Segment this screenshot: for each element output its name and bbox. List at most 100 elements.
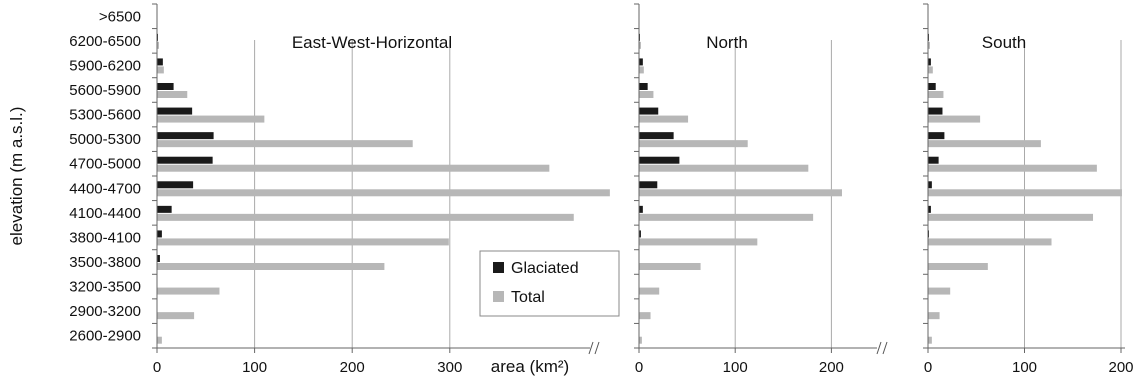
- bar-total: [639, 189, 842, 197]
- bar-total: [928, 115, 981, 123]
- bar-total: [639, 115, 689, 123]
- bar-total: [157, 140, 413, 148]
- legend-box: [479, 250, 620, 317]
- x-tick-label: 200: [1108, 359, 1133, 376]
- bar-total: [639, 164, 809, 172]
- bar-glaciated: [639, 83, 648, 90]
- category-label: 6200-6500: [69, 33, 141, 50]
- bar-total: [928, 164, 1097, 172]
- bar-glaciated: [928, 181, 932, 189]
- category-label: 5600-5900: [69, 82, 141, 99]
- bar-total: [639, 41, 641, 49]
- bar-total: [639, 312, 651, 320]
- bar-glaciated: [157, 58, 163, 66]
- x-tick-label: 100: [242, 359, 267, 376]
- bar-total: [157, 164, 550, 172]
- bar-glaciated: [928, 58, 931, 66]
- bar-total: [928, 66, 933, 74]
- category-label: 5000-5300: [69, 131, 141, 148]
- x-axis-title: area (km²): [491, 357, 569, 376]
- x-tick-label: 200: [819, 359, 844, 376]
- bar-glaciated: [639, 230, 641, 238]
- bar-total: [928, 140, 1041, 148]
- panel-title: South: [982, 33, 1026, 52]
- bar-total: [639, 91, 654, 98]
- legend-swatch-total: [493, 291, 504, 302]
- bar-total: [639, 66, 644, 74]
- bar-total: [157, 336, 162, 344]
- bar-total: [928, 238, 1052, 246]
- category-label: 2600-2900: [69, 328, 141, 345]
- legend-label-total: Total: [511, 289, 545, 306]
- bar-total: [928, 189, 1122, 197]
- axis-break-mark: [588, 341, 594, 355]
- panel-title: East-West-Horizontal: [292, 33, 452, 52]
- bar-glaciated: [157, 181, 194, 189]
- category-label: 4700-5000: [69, 156, 141, 173]
- bar-glaciated: [639, 132, 674, 140]
- bar-total: [928, 213, 1094, 221]
- bar-total: [157, 238, 449, 246]
- axis-break-mark: [882, 341, 888, 355]
- bar-total: [639, 287, 660, 295]
- bar-total: [157, 189, 610, 197]
- x-tick-label: 100: [1012, 359, 1037, 376]
- bar-total: [928, 91, 944, 98]
- bar-glaciated: [157, 132, 214, 140]
- bar-total: [928, 312, 940, 320]
- bar-total: [928, 287, 951, 295]
- bar-glaciated: [928, 83, 936, 90]
- category-label: 5300-5600: [69, 107, 141, 124]
- bar-glaciated: [928, 205, 931, 213]
- axis-break-mark: [594, 341, 600, 355]
- axis-break-mark: [876, 341, 882, 355]
- bar-total: [639, 263, 701, 270]
- bar-glaciated: [157, 230, 162, 238]
- bar-glaciated: [928, 107, 943, 115]
- panel-title: North: [706, 33, 748, 52]
- bar-total: [157, 213, 574, 221]
- category-label: 3500-3800: [69, 254, 141, 271]
- bar-total: [157, 91, 188, 98]
- x-tick-label: 0: [635, 359, 643, 376]
- x-tick-label: 100: [723, 359, 748, 376]
- bar-glaciated: [639, 181, 658, 189]
- bar-glaciated: [639, 107, 659, 115]
- bar-total: [157, 263, 385, 270]
- bar-total: [928, 41, 930, 49]
- bar-total: [639, 336, 642, 344]
- bar-total: [928, 336, 932, 344]
- bar-total: [157, 287, 220, 295]
- bar-glaciated: [639, 205, 643, 213]
- bar-total: [639, 213, 814, 221]
- category-label: 3800-4100: [69, 229, 141, 246]
- bar-glaciated: [639, 58, 643, 66]
- bar-glaciated: [157, 156, 213, 164]
- legend-swatch-glaciated: [493, 262, 504, 273]
- bar-glaciated: [157, 83, 174, 90]
- bar-total: [157, 41, 159, 49]
- bar-total: [639, 140, 748, 148]
- bar-total: [157, 66, 164, 74]
- bar-total: [157, 312, 195, 320]
- category-label: 4100-4400: [69, 205, 141, 222]
- x-tick-label: 0: [153, 359, 161, 376]
- bar-glaciated: [157, 107, 193, 115]
- bar-glaciated: [928, 132, 945, 140]
- bar-total: [157, 115, 265, 123]
- bar-glaciated: [157, 205, 172, 213]
- y-axis-title: elevation (m a.s.l.): [7, 107, 26, 246]
- x-tick-label: 200: [340, 359, 365, 376]
- category-label: 5900-6200: [69, 57, 141, 74]
- x-tick-label: 0: [924, 359, 932, 376]
- bar-glaciated: [157, 255, 160, 262]
- category-label: 3200-3500: [69, 279, 141, 296]
- bar-glaciated: [639, 156, 680, 164]
- bar-total: [639, 238, 758, 246]
- bar-glaciated: [928, 156, 939, 164]
- category-label: >6500: [99, 8, 141, 25]
- category-label: 4400-4700: [69, 180, 141, 197]
- category-label: 2900-3200: [69, 303, 141, 320]
- x-tick-label: 300: [437, 359, 462, 376]
